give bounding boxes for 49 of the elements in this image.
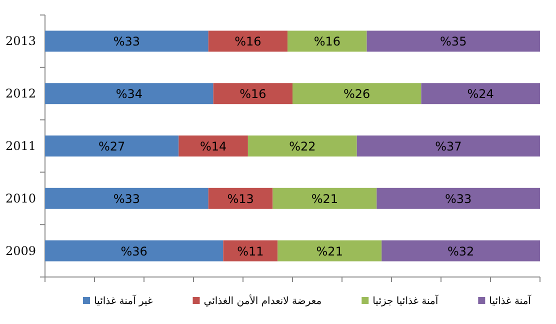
y-tick-label: 2011 [5,139,36,153]
data-label: %21 [311,192,338,206]
bar [45,188,208,209]
y-tick-label: 2012 [5,86,36,101]
bar [382,240,540,262]
data-label: %36 [120,244,148,258]
bar [45,30,208,52]
data-label: %27 [98,140,126,154]
y-tick-label: 2009 [5,244,36,258]
bar [366,30,540,52]
legend-label: آمنة غذائيا جزئيا [372,294,440,307]
data-label: %35 [440,34,467,49]
data-label: %21 [316,244,343,258]
data-label: %33 [113,192,140,206]
bar [248,136,357,156]
data-label: %16 [240,87,266,102]
bar [178,136,248,156]
data-label: %22 [289,140,316,154]
bar [45,240,224,262]
data-label: %37 [435,140,462,154]
data-label: %32 [447,244,474,258]
bar [208,188,273,209]
bar [356,136,540,156]
bar [213,83,292,104]
bar [45,83,214,104]
bar [223,240,278,262]
data-label: %16 [314,34,340,49]
data-label: %16 [234,34,262,49]
bar [208,30,288,52]
bar [292,83,422,104]
legend-label: معرضة لانعدام الأمن الغذائي [204,294,322,307]
legend-label: غير آمنة غذائيا [94,294,153,307]
bar [278,240,382,262]
data-label: %11 [237,244,264,258]
data-label: %24 [467,87,494,102]
bar [272,188,377,209]
data-label: %33 [113,34,140,49]
bar [288,30,367,52]
bar [45,136,179,156]
data-label: %34 [116,87,142,102]
y-tick-label: 2013 [5,34,36,48]
bar [421,83,540,104]
bar [376,188,540,209]
data-label: %14 [200,140,227,154]
y-tick-label: 2010 [5,191,36,206]
legend-label: آمنة غذائيا [489,294,532,307]
data-label: %33 [444,192,472,206]
data-label: %13 [227,192,254,206]
data-label: %26 [344,87,370,102]
